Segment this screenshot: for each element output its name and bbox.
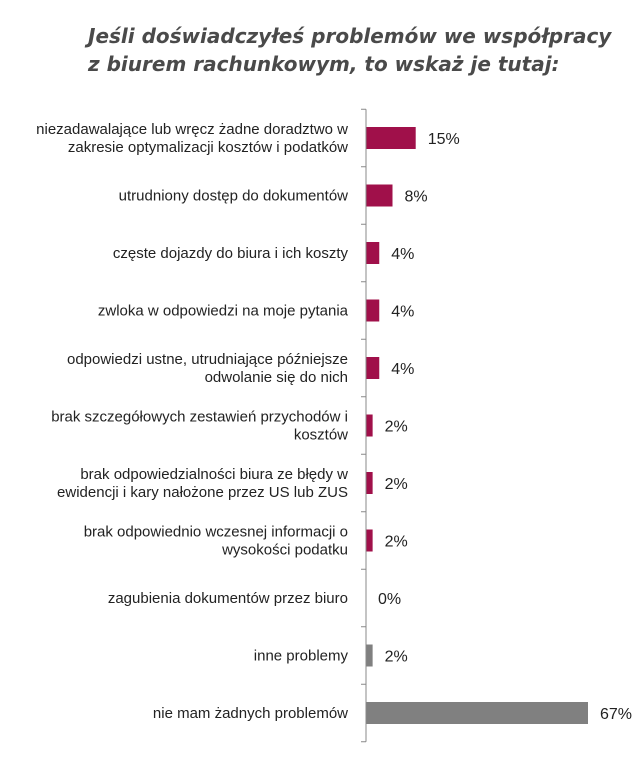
category-label: kosztów — [294, 427, 348, 444]
category-label: nie mam żadnych problemów — [153, 705, 348, 722]
value-label: 4% — [391, 246, 414, 263]
value-label: 2% — [385, 476, 408, 493]
bar — [366, 702, 588, 724]
category-label: brak szczegółowych zestawień przychodów … — [51, 409, 348, 426]
bar — [366, 299, 380, 322]
value-label: 2% — [385, 649, 408, 666]
category-label: odpowiedzi ustne, utrudniające późniejsz… — [67, 351, 348, 368]
bar — [366, 644, 373, 667]
bar — [366, 184, 393, 207]
bar — [366, 472, 373, 494]
category-label: niezadawalające lub wręcz żadne doradztw… — [36, 121, 348, 138]
category-label: odwolanie się do nich — [205, 369, 348, 386]
bar — [366, 414, 373, 437]
value-label: 15% — [428, 131, 460, 148]
category-label: inne problemy — [254, 648, 349, 665]
value-label: 4% — [391, 304, 414, 321]
category-label: ewidencji i kary nałożone przez US lub Z… — [57, 484, 348, 501]
category-label: brak odpowiedzialności biura ze błędy w — [80, 466, 348, 483]
bar — [366, 242, 380, 264]
chart-title-line-1: Jeśli doświadczyłeś problemów we współpr… — [88, 24, 612, 48]
value-label: 4% — [391, 361, 414, 378]
chart-title-line-2: z biurem rachunkowym, to wskaż je tutaj: — [88, 52, 560, 76]
value-label: 2% — [385, 534, 408, 551]
category-label: wysokości podatku — [221, 542, 348, 559]
category-label: utrudniony dostęp do dokumentów — [119, 188, 348, 205]
value-label: 2% — [385, 419, 408, 436]
value-label: 67% — [600, 706, 632, 723]
bar — [366, 357, 380, 379]
category-label: częste dojazdy do biura i ich koszty — [113, 245, 349, 262]
value-label: 0% — [378, 591, 401, 608]
chart-title: Jeśli doświadczyłeś problemów we współpr… — [88, 22, 628, 78]
bar — [366, 529, 373, 552]
category-label: zwloka w odpowiedzi na moje pytania — [98, 303, 349, 320]
category-label: brak odpowiednio wczesnej informacji o — [84, 524, 348, 541]
category-label: zagubienia dokumentów przez biuro — [108, 590, 348, 607]
bar — [366, 127, 416, 149]
value-label: 8% — [405, 189, 428, 206]
category-label: zakresie optymalizacji kosztów i podatkó… — [68, 139, 348, 156]
